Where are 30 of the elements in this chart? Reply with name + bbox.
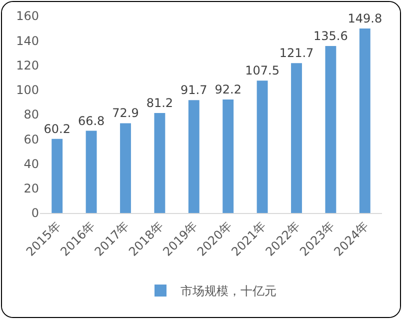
data-label: 91.7 xyxy=(180,83,208,98)
data-label: 60.2 xyxy=(44,122,70,136)
data-label: 149.8 xyxy=(348,12,382,26)
y-tick-label: 40 xyxy=(24,156,39,171)
data-label: 92.2 xyxy=(214,82,242,96)
y-tick-label: 120 xyxy=(16,58,39,72)
bar xyxy=(86,130,97,213)
data-label: 121.7 xyxy=(279,46,314,60)
bar xyxy=(222,99,234,213)
bar xyxy=(120,123,131,213)
y-tick-label: 140 xyxy=(16,34,39,48)
data-label: 81.2 xyxy=(146,96,174,110)
data-label: 135.6 xyxy=(314,29,348,44)
bar xyxy=(325,46,336,213)
y-tick-label: 80 xyxy=(24,108,39,122)
bar xyxy=(188,100,200,213)
bar xyxy=(359,28,370,213)
y-tick-label: 100 xyxy=(16,83,39,98)
bar xyxy=(256,80,268,213)
data-label: 107.5 xyxy=(245,64,280,78)
bar xyxy=(52,138,63,213)
y-tick-label: 160 xyxy=(16,9,39,24)
data-label: 72.9 xyxy=(112,106,139,120)
y-tick-label: 20 xyxy=(24,182,39,196)
y-tick-label: 60 xyxy=(24,132,39,146)
y-tick-label: 0 xyxy=(31,206,39,220)
legend-label: 市场规模，十亿元 xyxy=(180,284,276,298)
bar xyxy=(154,113,166,213)
bar xyxy=(291,63,302,213)
data-label: 66.8 xyxy=(78,114,105,128)
